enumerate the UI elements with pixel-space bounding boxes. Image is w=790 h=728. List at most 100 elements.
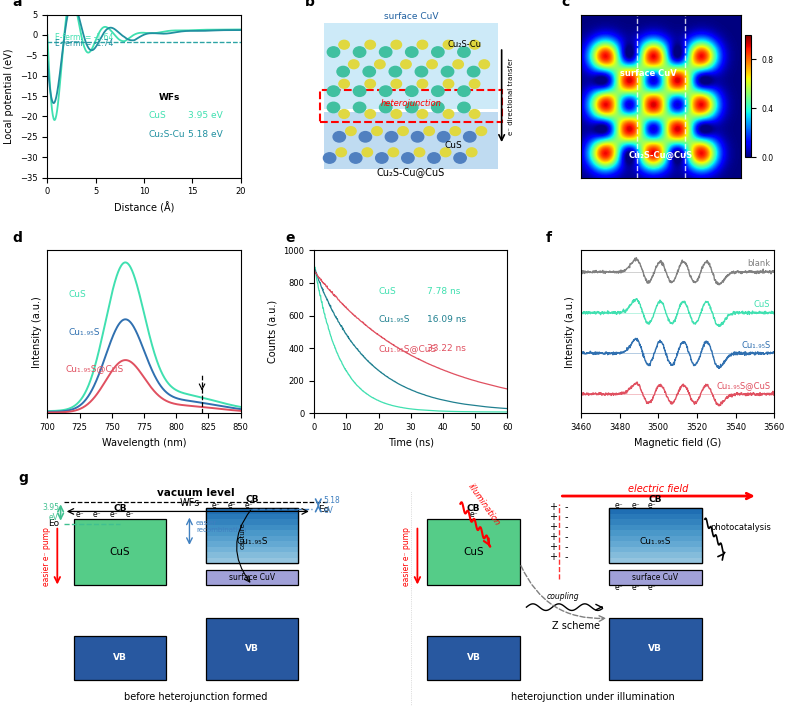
Text: CuS: CuS	[754, 300, 770, 309]
Circle shape	[379, 47, 392, 58]
Text: d: d	[13, 232, 22, 245]
Circle shape	[353, 102, 366, 113]
Circle shape	[428, 153, 440, 163]
Bar	[324, 23, 498, 109]
Circle shape	[457, 47, 470, 58]
Text: WFs: WFs	[159, 93, 180, 102]
Circle shape	[443, 40, 453, 49]
Circle shape	[405, 102, 418, 113]
Text: CuS: CuS	[445, 141, 462, 150]
Text: CuS: CuS	[110, 547, 130, 557]
Circle shape	[391, 40, 401, 49]
Text: Cu₂S-Cu: Cu₂S-Cu	[149, 130, 186, 139]
Text: E-fermi = -1.64: E-fermi = -1.64	[55, 33, 114, 42]
Text: e⁻ directional transfer: e⁻ directional transfer	[509, 58, 514, 135]
Bar	[206, 547, 299, 552]
Circle shape	[443, 79, 453, 88]
Bar	[609, 541, 702, 547]
Text: f: f	[546, 232, 552, 245]
Bar	[73, 636, 167, 680]
Text: e⁻: e⁻	[109, 510, 118, 519]
Bar	[206, 530, 299, 536]
Circle shape	[398, 127, 408, 135]
Text: b: b	[304, 0, 314, 9]
Text: Cu₁.₉₅S@CuS: Cu₁.₉₅S@CuS	[66, 364, 124, 373]
Circle shape	[479, 60, 490, 68]
Circle shape	[365, 110, 375, 119]
Circle shape	[353, 47, 366, 58]
Circle shape	[339, 40, 349, 49]
Circle shape	[402, 153, 414, 163]
Text: +: +	[549, 502, 557, 513]
Bar	[206, 618, 299, 680]
Circle shape	[375, 153, 388, 163]
Circle shape	[386, 132, 397, 142]
Text: CuS: CuS	[68, 290, 86, 299]
Text: e⁻: e⁻	[615, 582, 623, 592]
Text: Cu₁.₉₅S: Cu₁.₉₅S	[236, 537, 268, 546]
Circle shape	[379, 86, 392, 96]
Text: c: c	[562, 0, 570, 9]
Text: e⁻: e⁻	[648, 501, 656, 510]
Circle shape	[431, 47, 444, 58]
Text: 7.78 ns: 7.78 ns	[427, 288, 461, 296]
Circle shape	[443, 110, 453, 119]
Circle shape	[391, 110, 401, 119]
Text: Cu₁.₉₅S@CuS: Cu₁.₉₅S@CuS	[717, 381, 770, 390]
Circle shape	[469, 40, 480, 49]
Bar	[206, 525, 299, 530]
Circle shape	[333, 132, 345, 142]
Text: e⁻: e⁻	[212, 501, 220, 510]
Text: 16.09 ns: 16.09 ns	[427, 315, 466, 324]
Text: blank: blank	[747, 259, 770, 268]
Text: easier e⁻ pump: easier e⁻ pump	[402, 527, 411, 586]
Bar	[609, 618, 702, 680]
Text: surface CuV: surface CuV	[632, 573, 679, 582]
Bar	[206, 558, 299, 563]
Circle shape	[337, 66, 349, 77]
Text: e⁻: e⁻	[631, 501, 640, 510]
Text: heterojunction: heterojunction	[380, 99, 442, 108]
Circle shape	[372, 127, 382, 135]
Bar	[609, 570, 702, 585]
Text: e⁻: e⁻	[126, 510, 134, 519]
Circle shape	[454, 153, 466, 163]
Text: easier
recombination: easier recombination	[196, 521, 246, 534]
Text: Cu₁.₉₅S: Cu₁.₉₅S	[378, 315, 410, 324]
Circle shape	[389, 66, 401, 77]
Circle shape	[365, 40, 375, 49]
Circle shape	[438, 132, 450, 142]
Text: illumination: illumination	[465, 482, 502, 528]
Text: surface CuV: surface CuV	[229, 573, 275, 582]
Circle shape	[466, 148, 477, 157]
Y-axis label: Counts (a.u.): Counts (a.u.)	[268, 300, 278, 363]
Bar	[609, 536, 702, 541]
Text: coupling: coupling	[547, 593, 579, 601]
Text: Cu₂S-Cu@CuS: Cu₂S-Cu@CuS	[377, 167, 445, 177]
Text: -: -	[564, 542, 568, 552]
Circle shape	[442, 66, 453, 77]
Circle shape	[359, 132, 371, 142]
Text: before heterojunction formed: before heterojunction formed	[124, 692, 268, 702]
Bar	[320, 90, 502, 122]
Bar	[427, 636, 520, 680]
Text: e⁻: e⁻	[245, 501, 254, 510]
Text: CB: CB	[467, 505, 480, 513]
Text: CuS: CuS	[463, 547, 484, 557]
Circle shape	[374, 60, 385, 68]
Text: CuS: CuS	[149, 111, 167, 120]
Circle shape	[453, 60, 464, 68]
Circle shape	[388, 148, 399, 157]
Text: VB: VB	[113, 653, 127, 662]
Text: -: -	[564, 532, 568, 542]
Text: CB: CB	[246, 494, 259, 504]
Text: Eᴏ: Eᴏ	[48, 519, 59, 528]
Circle shape	[450, 127, 461, 135]
Text: VB: VB	[649, 644, 662, 654]
Circle shape	[431, 86, 444, 96]
Circle shape	[457, 102, 470, 113]
Text: E-fermi = -1.74: E-fermi = -1.74	[55, 39, 114, 48]
Circle shape	[401, 60, 411, 68]
Bar	[609, 558, 702, 563]
Bar	[609, 530, 702, 536]
